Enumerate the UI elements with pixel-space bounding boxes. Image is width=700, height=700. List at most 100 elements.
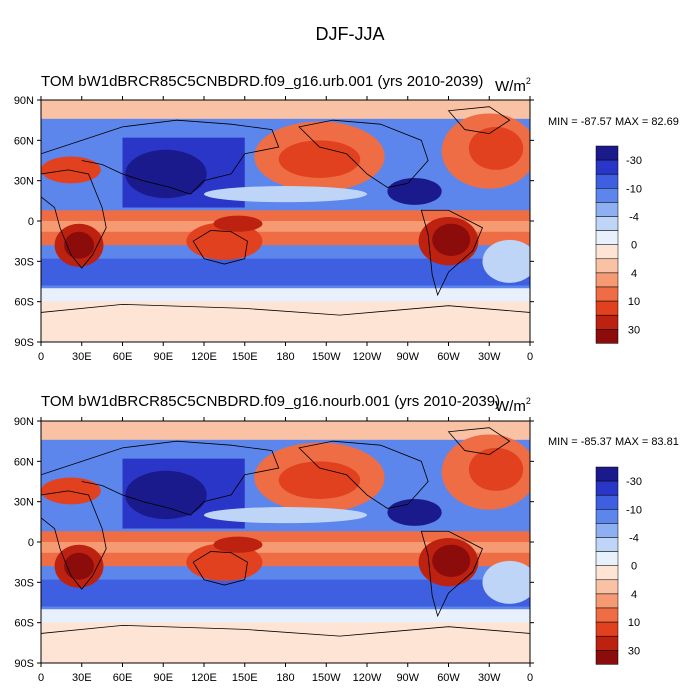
- antarctica-coast: [41, 303, 530, 316]
- north-america-coast: [298, 119, 429, 188]
- africa-coast: [41, 169, 107, 269]
- colorbar-swatch: [595, 621, 619, 637]
- x-tick-label: 90W: [396, 351, 419, 363]
- panel-1-minmax: MIN = -87.57 MAX = 82.69: [548, 116, 679, 128]
- panel-2-y-axis: 90N 60N 30N 0 30S 60S 90S: [14, 416, 534, 670]
- colorbar-label: -10: [626, 504, 642, 516]
- colorbar-swatch: [595, 565, 619, 581]
- panel-1-units-base: W/m: [495, 78, 526, 95]
- tropical-band-inner: [41, 221, 530, 232]
- colorbar-swatch: [595, 314, 619, 330]
- colorbar-label: -30: [626, 155, 642, 167]
- australia-coast: [192, 230, 248, 265]
- panel-2: TOM bW1dBRCR85C5CNBDRD.f09_g16.nourb.001…: [14, 393, 679, 684]
- colorbar-swatch: [595, 230, 619, 245]
- colorbar-swatch: [595, 258, 619, 274]
- panel-1-x-axis: 0 30E 60E 90E 120E 150E 180 150W 120W 90W 60W 30W 0: [38, 96, 533, 363]
- x-tick-label: 180: [276, 672, 294, 684]
- y-tick-label: 90S: [14, 658, 34, 670]
- sahara-red: [41, 156, 101, 184]
- x-tick-label: 60E: [113, 351, 133, 363]
- colorbar-label: 30: [628, 324, 640, 336]
- x-tick-label: 0: [38, 351, 44, 363]
- panel-1-units: W/m2: [495, 76, 531, 95]
- colorbar-swatch: [595, 173, 619, 189]
- x-tick-label: 30E: [72, 351, 92, 363]
- colorbar-swatch: [595, 300, 619, 316]
- panel-1-coastlines: [41, 106, 530, 316]
- panel-2-map: [41, 421, 530, 663]
- y-tick-label: 0: [28, 537, 34, 549]
- x-tick-label: 60W: [437, 672, 460, 684]
- x-tick-label: 150W: [312, 351, 341, 363]
- x-tick-label: 30W: [478, 351, 501, 363]
- asia-dark-blue: [125, 149, 207, 199]
- southern-africa-core: [64, 231, 94, 259]
- colorbar-label: -30: [626, 476, 642, 488]
- colorbar-label: 10: [628, 296, 640, 308]
- north-pacific-core: [278, 461, 361, 499]
- panel-2-x-axis: 0 30E 60E 90E 120E 150E 180 150W 120W 90W 60W 30W 0: [38, 417, 533, 684]
- eurasia-coast: [41, 440, 280, 516]
- panel-1-units-sup: 2: [526, 76, 531, 86]
- x-tick-label: 0: [527, 351, 533, 363]
- y-tick-label: 90S: [14, 337, 34, 349]
- colorbar-swatch: [595, 216, 619, 231]
- pacific-light-band: [204, 507, 367, 524]
- antarctica-coast: [41, 624, 530, 637]
- australia-coast: [192, 551, 248, 586]
- colorbar-label: -4: [629, 212, 639, 224]
- eurasia-coast: [41, 119, 280, 195]
- colorbar-swatch: [595, 494, 619, 510]
- y-tick-label: 60S: [14, 618, 34, 630]
- x-tick-label: 120W: [353, 672, 382, 684]
- panel-2-units-sup: 2: [526, 396, 531, 406]
- north-pacific-core: [278, 140, 361, 178]
- greenland-coast: [447, 427, 511, 456]
- tropical-band-inner: [41, 542, 530, 553]
- antarctic-band: [41, 298, 530, 342]
- southern-ocean-light-band: [41, 288, 530, 302]
- x-tick-label: 0: [38, 672, 44, 684]
- colorbar-swatch: [595, 466, 619, 482]
- colorbar-label: 10: [628, 617, 640, 629]
- southern-ocean-light-band: [41, 609, 530, 623]
- panel-2-colorbar: -30 -10 -4 0 4 10 30: [595, 466, 642, 665]
- panel-2-title: TOM bW1dBRCR85C5CNBDRD.f09_g16.nourb.001…: [41, 393, 500, 410]
- y-tick-label: 90N: [14, 416, 34, 428]
- x-tick-label: 60W: [437, 351, 460, 363]
- panel-2-coastlines: [41, 427, 530, 637]
- colorbar-swatch: [595, 537, 619, 552]
- pacific-light-band: [204, 186, 367, 203]
- colorbar-swatch: [595, 635, 619, 651]
- y-tick-label: 60S: [14, 297, 34, 309]
- x-tick-label: 120E: [191, 351, 217, 363]
- colorbar-swatch: [595, 607, 619, 623]
- colorbar-label: -10: [626, 183, 642, 195]
- colorbar-label: 0: [631, 561, 637, 573]
- x-tick-label: 0: [527, 672, 533, 684]
- y-tick-label: 30S: [14, 577, 34, 589]
- maritime-continent-red: [213, 536, 263, 553]
- southern-africa-core: [64, 552, 94, 580]
- y-tick-label: 30N: [14, 176, 34, 188]
- x-tick-label: 120E: [191, 672, 217, 684]
- atlantic-dark-blue: [387, 177, 442, 205]
- sahara-red: [41, 477, 101, 505]
- south-america-coast: [420, 530, 483, 618]
- y-tick-label: 30N: [14, 497, 34, 509]
- south-america-coast: [420, 209, 483, 297]
- panel-1-colorbar: -30 -10 -4 0 4 10 30: [595, 145, 642, 344]
- colorbar-swatch: [595, 551, 619, 566]
- north-atlantic-core: [468, 447, 524, 491]
- colorbar-swatch: [595, 145, 619, 161]
- antarctic-band: [41, 619, 530, 663]
- colorbar-swatch: [595, 202, 619, 217]
- north-america-coast: [298, 440, 429, 509]
- x-tick-label: 150E: [232, 672, 258, 684]
- colorbar-swatch: [595, 509, 619, 524]
- panel-1-map: [41, 100, 530, 342]
- colorbar-swatch: [595, 650, 619, 665]
- colorbar-swatch: [595, 188, 619, 203]
- south-atlantic-light: [482, 560, 530, 604]
